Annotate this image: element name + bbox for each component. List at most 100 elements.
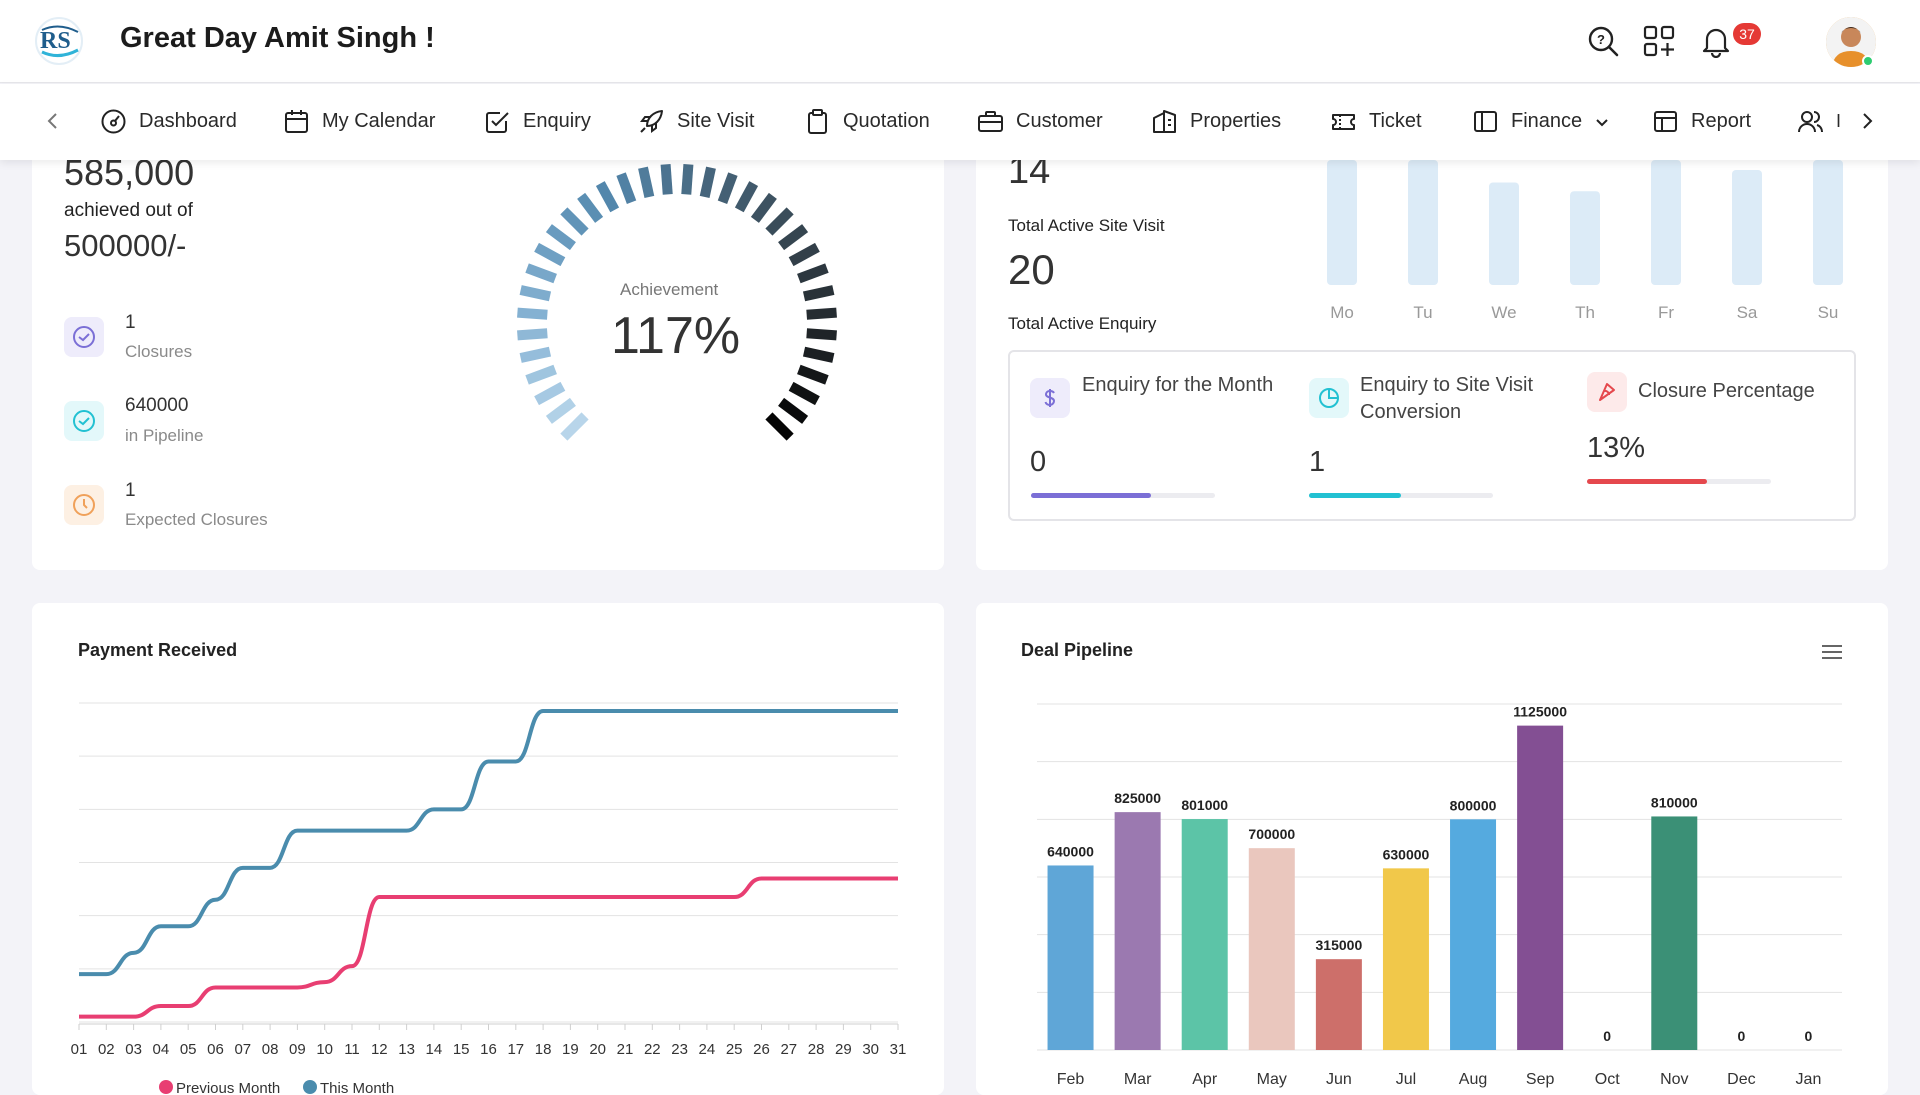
- enquiry-month-icon-box: [1030, 378, 1070, 418]
- nav-label-customer: Customer: [1016, 110, 1103, 132]
- user-avatar[interactable]: [1826, 17, 1876, 67]
- nav-item-ticket[interactable]: Ticket: [1330, 108, 1422, 135]
- pie-chart-icon: [1319, 388, 1339, 408]
- payment-title: Payment Received: [78, 640, 238, 660]
- gauge-segment: [806, 328, 837, 341]
- gauge-segment: [681, 164, 694, 195]
- nav-item-quotation[interactable]: Quotation: [804, 108, 930, 135]
- rocket-icon: [640, 110, 663, 133]
- pipeline-bar: [1651, 816, 1698, 1050]
- gauge-segment: [517, 307, 548, 320]
- x-tick-label: 06: [207, 1041, 224, 1058]
- x-tick-label: 04: [153, 1041, 170, 1058]
- x-tick-label: 21: [617, 1041, 634, 1058]
- x-tick-label: 08: [262, 1041, 279, 1058]
- bar-value-label: 315000: [1316, 937, 1363, 953]
- nav-scroll-right-icon[interactable]: [1856, 110, 1878, 132]
- x-tick-label: 28: [808, 1041, 825, 1058]
- nav-scroll-left-icon[interactable]: [42, 110, 64, 132]
- x-tick-label: 10: [316, 1041, 333, 1058]
- week-bar: [1327, 160, 1357, 285]
- conversion-icon-box: [1309, 378, 1349, 418]
- sidebar-panel-icon: [1474, 111, 1497, 132]
- apps-grid-icon[interactable]: [1642, 24, 1676, 58]
- gauge-segment: [717, 172, 738, 204]
- nav-item-customer[interactable]: Customer: [977, 108, 1103, 135]
- chart-menu-icon[interactable]: [1820, 642, 1844, 662]
- x-tick-label: 24: [699, 1041, 716, 1058]
- achieved-label: achieved out of: [64, 200, 193, 221]
- ticket-icon: [1332, 114, 1355, 130]
- main-nav: Dashboard My Calendar Enquiry Site Visit: [0, 84, 1920, 160]
- pipeline-bar: [1047, 865, 1094, 1050]
- nav-item-properties[interactable]: Properties: [1151, 108, 1281, 135]
- conversion-title: Enquiry to Site Visit Conversion: [1360, 374, 1534, 423]
- x-tick-label: 22: [644, 1041, 661, 1058]
- x-category-label: Apr: [1192, 1071, 1218, 1088]
- check-circle-icon: [73, 410, 95, 432]
- bar-value-label: 640000: [1047, 843, 1094, 859]
- gauge-segment: [802, 285, 835, 302]
- building-icon: [1153, 110, 1176, 133]
- x-tick-label: 05: [180, 1041, 197, 1058]
- week-day-label: Mo: [1330, 303, 1354, 322]
- legend-label: This Month: [320, 1080, 394, 1095]
- nav-label-dashboard: Dashboard: [139, 110, 237, 132]
- week-bar: [1732, 170, 1762, 285]
- x-tick-label: 03: [125, 1041, 142, 1058]
- gauge-segment: [788, 242, 820, 267]
- nav-item-my-calendar[interactable]: My Calendar: [283, 108, 435, 135]
- week-day-label: Tu: [1413, 303, 1432, 322]
- company-logo[interactable]: RS: [34, 16, 84, 66]
- x-category-label: Oct: [1595, 1071, 1620, 1088]
- nav-item-enquiry[interactable]: Enquiry: [484, 108, 591, 135]
- gauge-segment: [797, 364, 829, 385]
- target-amount: 500000/-: [64, 228, 187, 263]
- help-search-icon[interactable]: ?: [1586, 24, 1620, 58]
- x-category-label: Mar: [1124, 1071, 1152, 1088]
- x-tick-label: 13: [398, 1041, 415, 1058]
- gauge-segment: [525, 364, 557, 385]
- gauge-segment: [778, 397, 809, 424]
- legend-marker: [303, 1080, 317, 1094]
- pipeline-bar: [1382, 868, 1429, 1050]
- gauge-segment: [788, 381, 820, 406]
- series-line: [79, 876, 898, 1019]
- week-day-label: We: [1491, 303, 1516, 322]
- x-tick-label: 29: [835, 1041, 852, 1058]
- x-category-label: Sep: [1526, 1071, 1555, 1088]
- gauge-segment: [699, 166, 716, 199]
- nav-item-users[interactable]: I: [1797, 108, 1841, 135]
- site-visit-label: Total Active Site Visit: [1008, 216, 1165, 235]
- gauge-segment: [778, 224, 809, 251]
- clipboard-icon: [808, 109, 827, 134]
- pipeline-bar: [1450, 819, 1497, 1050]
- x-tick-label: 17: [507, 1041, 524, 1058]
- gauge-segment: [595, 181, 620, 213]
- closures-label: Closures: [125, 342, 193, 361]
- x-category-label: Jan: [1796, 1071, 1822, 1088]
- x-category-label: Dec: [1727, 1071, 1755, 1088]
- week-bar: [1570, 191, 1600, 285]
- x-tick-label: 30: [862, 1041, 879, 1058]
- nav-item-report[interactable]: Report: [1652, 108, 1751, 135]
- conversion-progress-fill: [1309, 493, 1401, 498]
- x-category-label: Feb: [1057, 1071, 1085, 1088]
- notification-count-badge: 37: [1733, 23, 1761, 45]
- pipeline-label: in Pipeline: [125, 426, 204, 445]
- nav-item-finance[interactable]: Finance: [1472, 108, 1610, 135]
- check-circle-icon: [73, 326, 95, 348]
- week-day-label: Su: [1818, 303, 1839, 322]
- x-tick-label: 12: [371, 1041, 388, 1058]
- week-day-label: Fr: [1658, 303, 1674, 322]
- achievement-gauge: [517, 164, 837, 441]
- pipeline-bar: [1315, 959, 1362, 1050]
- nav-item-dashboard[interactable]: Dashboard: [100, 108, 237, 135]
- conversion-value: 1: [1309, 446, 1326, 478]
- nav-item-site-visit[interactable]: Site Visit: [638, 108, 754, 135]
- notification-bell-icon[interactable]: [1699, 24, 1733, 58]
- bar-value-label: 0: [1737, 1028, 1745, 1044]
- deal-pipeline-bar-chart: 640000 Feb 825000 Mar 801000 Apr 700000 May 3150…: [1037, 703, 1842, 1088]
- payment-line-chart: 01 02 03 04 05 06 07 08 09 10 11 12 13 14 15 16 17 18 19 20…: [71, 702, 906, 1095]
- closure-pct-progress: [1587, 479, 1771, 484]
